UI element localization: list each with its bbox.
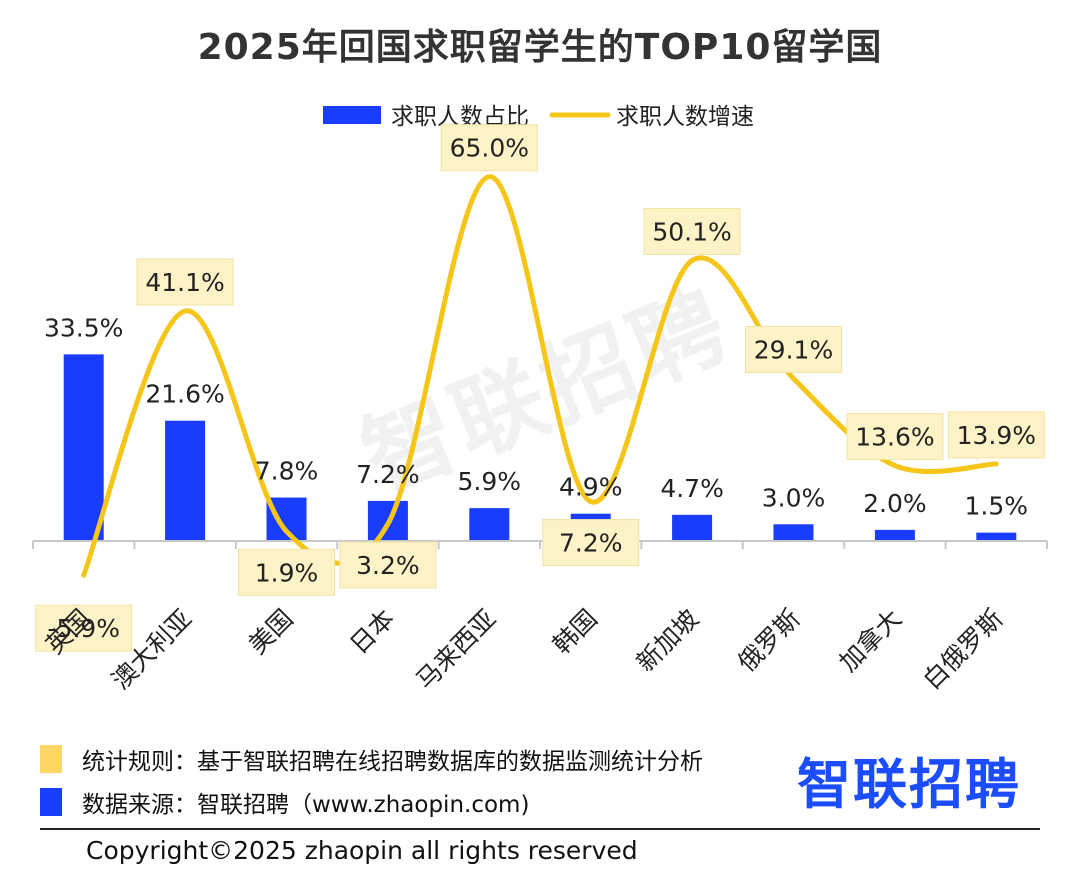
x-tick-label-6: 新加坡: [631, 604, 705, 678]
bar-label-4: 5.9%: [458, 467, 522, 496]
bar-9: [976, 532, 1017, 541]
x-tick-label-3: 日本: [344, 604, 400, 660]
line-series: [81, 174, 999, 578]
line-label-text-9: 13.9%: [957, 421, 1036, 450]
bar-6: [672, 514, 713, 541]
bar-0: [63, 354, 104, 541]
x-tick-label-5: 韩国: [547, 604, 603, 660]
bar-label-6: 4.7%: [660, 474, 724, 503]
line-label-6: 50.1%: [643, 207, 741, 255]
bar-label-0: 33.5%: [44, 313, 123, 342]
line-labels: -5.9% 41.1% 1.9% 3.2% 65.0% 7.2% 50.1% 29.1% 13.…: [35, 124, 1045, 652]
brand-logo: 智联招聘: [797, 753, 1021, 816]
line-label-text-6: 50.1%: [652, 217, 731, 246]
line-label-box-0: [35, 604, 133, 652]
rule-swatch: [40, 745, 62, 773]
growth-line: [81, 174, 999, 578]
line-label-box-2: [238, 548, 335, 596]
combo-chart: 求职人数占比 求职人数增速 33.5% 21.6% 7.8% 7.2% 5.9% 4.9% 4…: [32, 104, 1048, 695]
bar-label-3: 7.2%: [356, 460, 420, 489]
legend: 求职人数占比 求职人数增速: [323, 104, 754, 130]
chart-title: 2025年回国求职留学生的TOP10留学国: [197, 27, 883, 68]
x-axis: [32, 540, 1048, 549]
line-label-box-5: [542, 519, 640, 567]
line-label-3: 3.2%: [339, 541, 437, 589]
bar-4: [469, 508, 510, 541]
bar-1: [165, 420, 206, 541]
line-label-text-8: 13.6%: [855, 423, 934, 452]
bar-label-9: 1.5%: [965, 492, 1029, 521]
x-tick-labels: 英国 澳大利亚 美国 日本 马来西亚 韩国 新加坡 俄罗斯 加拿大 白俄罗斯: [40, 604, 1008, 695]
bar-8: [874, 529, 915, 541]
rule-text: 统计规则：基于智联招聘在线招聘数据库的数据监测统计分析: [82, 749, 703, 775]
line-label-box-4: [440, 124, 538, 172]
x-tick-label-9: 白俄罗斯: [917, 604, 1008, 695]
x-tick-label-7: 俄罗斯: [732, 604, 806, 678]
line-label-text-2: 1.9%: [255, 558, 319, 587]
bar-label-2: 7.8%: [255, 457, 319, 486]
bar-label-1: 21.6%: [145, 380, 224, 409]
line-label-box-1: [136, 258, 234, 306]
line-label-box-9: [947, 411, 1045, 459]
line-label-text-3: 3.2%: [356, 551, 420, 580]
line-label-4: 65.0%: [440, 124, 538, 172]
line-label-1: 41.1%: [136, 258, 234, 306]
bar-7: [773, 524, 814, 541]
bar-labels: 33.5% 21.6% 7.8% 7.2% 5.9% 4.9% 4.7% 3.0% 2.0% 1.…: [44, 313, 1028, 520]
line-label-text-4: 65.0%: [450, 134, 529, 163]
legend-line-label: 求职人数增速: [616, 104, 754, 130]
rule-note: 统计规则：基于智联招聘在线招聘数据库的数据监测统计分析: [40, 742, 703, 776]
line-label-text-1: 41.1%: [145, 268, 224, 297]
line-label-box-6: [643, 207, 741, 255]
bar-label-7: 3.0%: [762, 483, 826, 512]
bar-label-8: 2.0%: [863, 489, 927, 518]
line-label-box-7: [745, 325, 842, 373]
copyright: Copyright©2025 zhaopin all rights reserv…: [86, 836, 638, 865]
footer-divider: [40, 828, 1040, 830]
bar-label-5: 4.9%: [559, 473, 623, 502]
x-tick-label-2: 美国: [243, 604, 299, 660]
source-text: 数据来源：智联招聘（www.zhaopin.com): [82, 792, 530, 818]
line-label-box-3: [339, 541, 437, 589]
line-label-text-7: 29.1%: [754, 335, 833, 364]
source-note: 数据来源：智联招聘（www.zhaopin.com): [40, 785, 529, 819]
line-label-9: 13.9%: [947, 411, 1045, 459]
line-label-2: 1.9%: [238, 548, 335, 596]
line-label-box-8: [846, 413, 944, 461]
line-label-8: 13.6%: [846, 413, 944, 461]
line-label-text-0: -5.9%: [47, 614, 120, 643]
line-label-text-5: 7.2%: [559, 529, 623, 558]
legend-bar-swatch: [323, 106, 381, 124]
x-tick-label-8: 加拿大: [834, 604, 908, 678]
x-tick-label-4: 马来西亚: [410, 604, 501, 695]
line-label-7: 29.1%: [745, 325, 842, 373]
line-label-5: 7.2%: [542, 519, 640, 567]
source-swatch: [40, 788, 62, 816]
line-label-0: -5.9%: [35, 604, 133, 652]
